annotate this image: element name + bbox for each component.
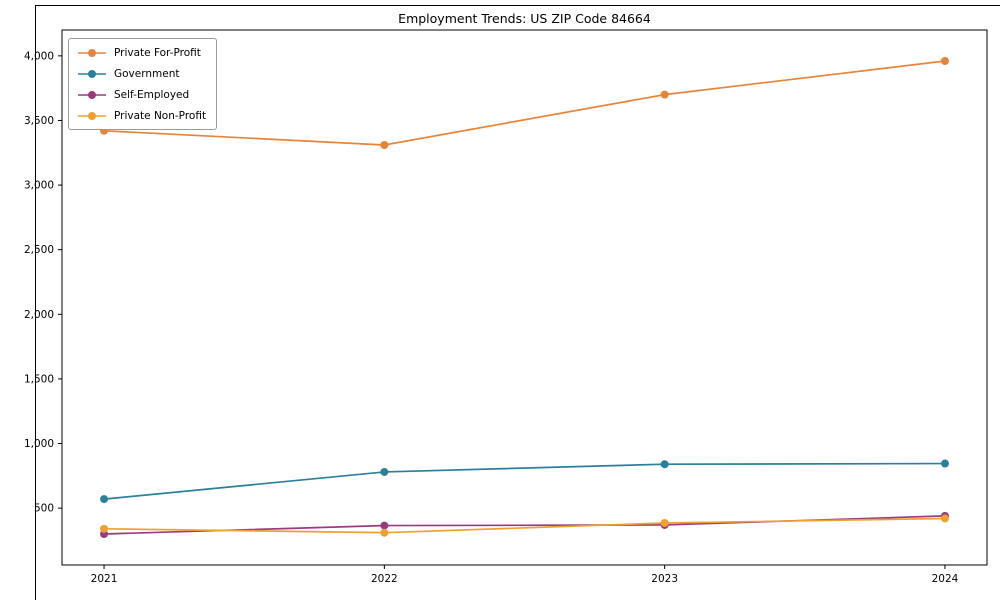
y-tick-label: 2,500 xyxy=(24,244,54,256)
x-tick-label: 2024 xyxy=(932,573,959,585)
chart-title: Employment Trends: US ZIP Code 84664 xyxy=(398,11,651,26)
data-point xyxy=(100,524,109,533)
legend-marker-icon xyxy=(78,69,106,78)
series-line xyxy=(104,517,945,534)
series-line xyxy=(104,60,946,146)
legend-marker-icon xyxy=(78,90,106,99)
legend-label: Private Non-Profit xyxy=(114,109,207,122)
x-tick-label: 2023 xyxy=(651,573,678,585)
y-tick-label: 2,000 xyxy=(24,309,54,321)
legend-item: Government xyxy=(77,66,206,81)
legend-label: Self-Employed xyxy=(114,88,190,101)
legend-label: Private For-Profit xyxy=(114,46,201,59)
y-tick-label: 4,000 xyxy=(24,50,54,62)
data-point xyxy=(380,141,389,150)
data-point xyxy=(380,521,389,530)
axes-frame xyxy=(61,29,988,566)
data-point xyxy=(940,459,949,468)
data-point xyxy=(660,460,669,469)
y-tick-label: 3,000 xyxy=(24,180,54,192)
data-point xyxy=(380,467,389,476)
y-tick-label: 500 xyxy=(34,503,54,515)
data-point xyxy=(660,519,669,528)
x-tick-label: 2022 xyxy=(371,573,398,585)
data-point xyxy=(940,514,949,523)
x-tick-label: 2021 xyxy=(91,573,118,585)
data-point xyxy=(660,90,669,99)
legend: Private For-Profit Government Self-Employe… xyxy=(68,38,218,130)
legend-item: Private For-Profit xyxy=(77,45,206,60)
data-point xyxy=(380,528,389,537)
series-line xyxy=(103,462,945,500)
legend-marker-icon xyxy=(78,111,106,120)
y-tick-label: 3,500 xyxy=(24,115,54,127)
data-point xyxy=(940,57,949,66)
legend-label: Government xyxy=(114,67,180,80)
legend-item: Private Non-Profit xyxy=(77,108,206,123)
y-tick-label: 1,000 xyxy=(24,438,54,450)
y-tick-label: 1,500 xyxy=(24,373,54,385)
legend-marker-icon xyxy=(78,48,106,57)
legend-item: Self-Employed xyxy=(77,87,206,102)
data-point xyxy=(100,495,109,504)
